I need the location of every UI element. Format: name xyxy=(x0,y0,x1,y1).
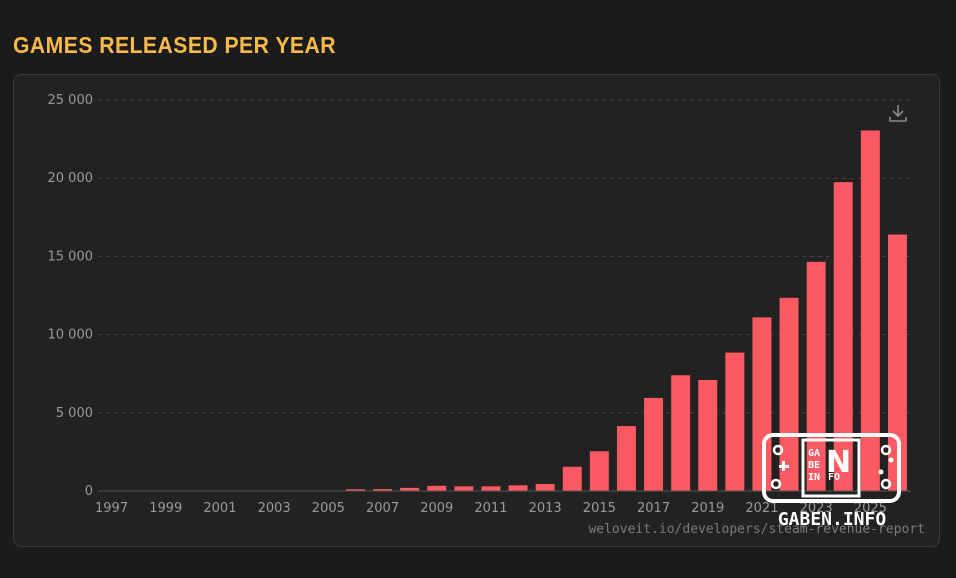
y-tick-label: 5 000 xyxy=(56,406,93,421)
bar-2017 xyxy=(644,397,664,491)
x-tick-label: 2003 xyxy=(258,501,291,516)
y-tick-label: 0 xyxy=(85,484,93,499)
download-icon[interactable] xyxy=(887,102,909,124)
x-tick-label: 2017 xyxy=(637,501,670,516)
chart-card: 0 5 000 10 000 15 000 20 000 25 000 1997 1999 20… xyxy=(13,74,940,547)
bar-2007 xyxy=(373,489,393,491)
page-title: GAMES RELEASED PER YEAR xyxy=(13,32,336,58)
bar-2021 xyxy=(752,317,772,491)
bar-2014 xyxy=(562,466,582,491)
gaben-info-logo: GA BE IN FO N GABEN.INFO xyxy=(762,433,901,530)
x-tick-label: 2021 xyxy=(745,501,778,516)
y-tick-label: 15 000 xyxy=(48,249,94,264)
x-tick-label: 2019 xyxy=(691,501,724,516)
bar-2010 xyxy=(454,486,474,491)
bar-2011 xyxy=(481,486,501,491)
y-tick-label: 10 000 xyxy=(48,328,94,343)
bar-2024 xyxy=(833,182,853,492)
x-tick-label: 2011 xyxy=(474,501,507,516)
logo-text-4: FO xyxy=(828,472,840,483)
logo-caption: GABEN.INFO xyxy=(778,509,887,530)
bar-2018 xyxy=(671,375,691,491)
y-tick-label: 20 000 xyxy=(48,171,94,186)
x-tick-label: 2005 xyxy=(312,501,345,516)
bar-2012 xyxy=(508,485,528,491)
x-tick-label: 2015 xyxy=(583,501,616,516)
source-text: weloveit.io/developers/steam-revenue-rep… xyxy=(588,522,925,537)
logo-letter: N xyxy=(826,445,851,480)
logo-text-3: IN xyxy=(808,472,820,483)
bar-2016 xyxy=(616,426,636,491)
logo-text-1: GA xyxy=(808,448,820,459)
x-tick-label: 2023 xyxy=(800,501,833,516)
x-tick-label: 2025 xyxy=(854,501,887,516)
bar-2015 xyxy=(589,451,609,491)
bar-2009 xyxy=(427,485,447,491)
y-tick-label: 25 000 xyxy=(48,93,94,108)
bar-2026 xyxy=(887,234,907,491)
bar-2013 xyxy=(535,483,555,491)
x-tick-label: 2001 xyxy=(203,501,236,516)
x-tick-label: 2007 xyxy=(366,501,399,516)
x-tick-label: 2013 xyxy=(529,501,562,516)
logo-text-2: BE xyxy=(808,460,820,471)
bar-2008 xyxy=(400,487,420,491)
bar-2019 xyxy=(698,379,718,491)
bar-2006 xyxy=(345,489,365,491)
bar-2022 xyxy=(779,297,799,491)
x-tick-label: 1999 xyxy=(149,501,182,516)
bar-2025 xyxy=(860,130,880,492)
x-tick-label: 2009 xyxy=(420,501,453,516)
bar-2020 xyxy=(725,352,745,491)
x-tick-label: 1997 xyxy=(95,501,128,516)
